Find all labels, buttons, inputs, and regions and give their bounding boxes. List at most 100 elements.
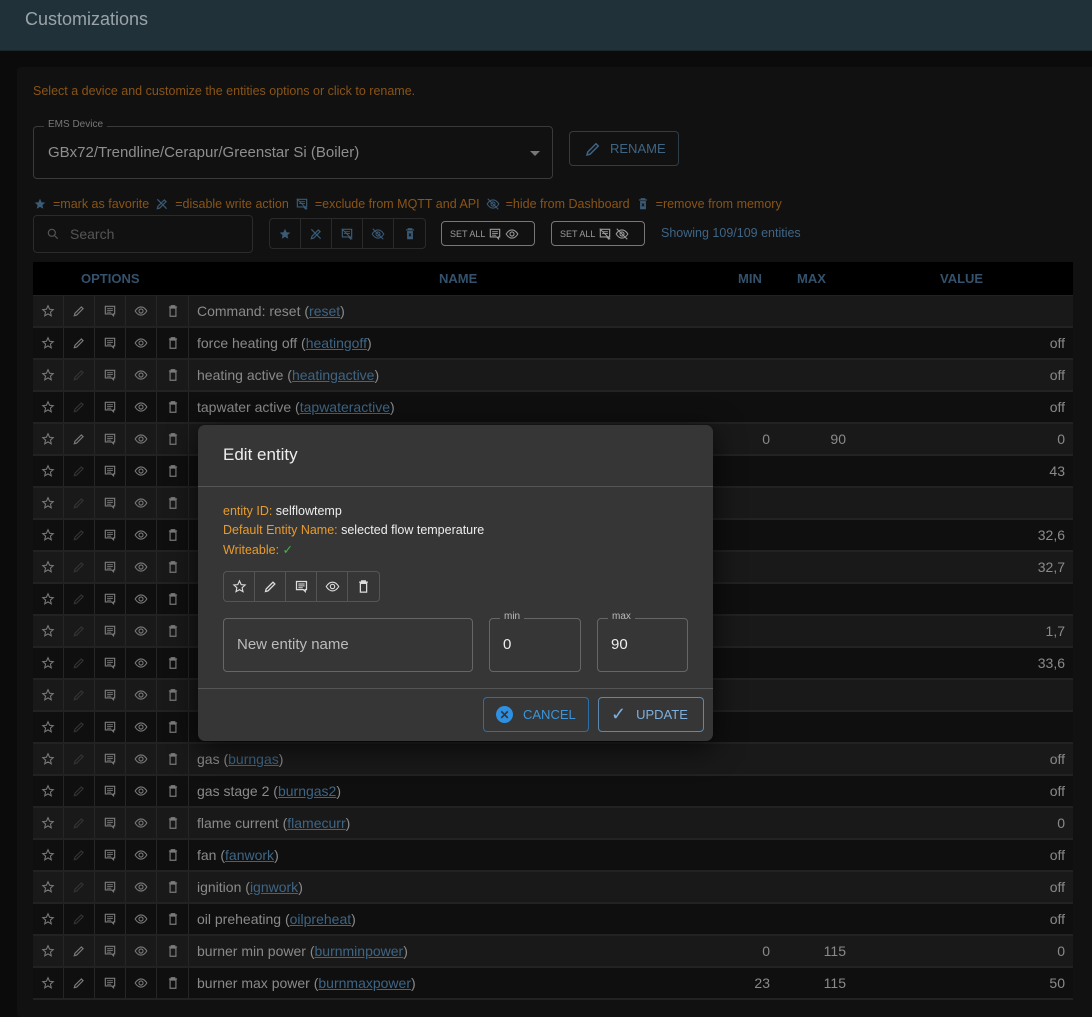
delete-toggle[interactable] <box>157 360 188 390</box>
favorite-toggle[interactable] <box>33 968 64 998</box>
entity-id-link[interactable]: burngas2 <box>277 783 337 799</box>
api-exclude-toggle[interactable] <box>95 360 126 390</box>
favorite-toggle[interactable] <box>33 360 64 390</box>
api-exclude-toggle[interactable] <box>95 808 126 838</box>
table-row[interactable]: ignition (ignwork) off <box>33 872 1073 904</box>
delete-toggle[interactable] <box>157 680 188 710</box>
delete-toggle[interactable] <box>157 744 188 774</box>
delete-toggle[interactable] <box>157 712 188 742</box>
web-exclude-toggle[interactable] <box>126 712 157 742</box>
favorite-toggle[interactable] <box>33 744 64 774</box>
favorite-toggle[interactable] <box>33 904 64 934</box>
delete-toggle[interactable] <box>157 872 188 902</box>
favorite-toggle[interactable] <box>33 392 64 422</box>
favorite-toggle[interactable] <box>33 840 64 870</box>
web-exclude-toggle[interactable] <box>126 616 157 646</box>
api-exclude-toggle[interactable] <box>95 488 126 518</box>
readonly-toggle[interactable] <box>64 488 95 518</box>
favorite-toggle[interactable] <box>33 296 64 326</box>
filter-readonly-toggle[interactable] <box>301 219 332 248</box>
favorite-toggle[interactable] <box>33 488 64 518</box>
readonly-toggle[interactable] <box>64 616 95 646</box>
readonly-toggle[interactable] <box>64 776 95 806</box>
header-max[interactable]: MAX <box>797 271 826 286</box>
web-exclude-toggle[interactable] <box>126 680 157 710</box>
api-exclude-toggle[interactable] <box>95 552 126 582</box>
web-exclude-toggle[interactable] <box>126 744 157 774</box>
readonly-toggle[interactable] <box>64 424 95 454</box>
delete-toggle[interactable] <box>157 424 188 454</box>
max-input[interactable]: max 90 <box>597 611 688 672</box>
api-exclude-toggle[interactable] <box>95 904 126 934</box>
api-exclude-toggle[interactable] <box>95 648 126 678</box>
filter-api-exclude-toggle[interactable] <box>332 219 363 248</box>
table-row[interactable]: force heating off (heatingoff) off <box>33 328 1073 360</box>
api-exclude-toggle[interactable] <box>95 872 126 902</box>
cancel-button[interactable]: ✕ CANCEL <box>483 697 589 732</box>
readonly-toggle[interactable] <box>64 712 95 742</box>
table-row[interactable]: burner max power (burnmaxpower) 23 115 50 <box>33 968 1073 1000</box>
web-exclude-toggle[interactable] <box>126 552 157 582</box>
entity-id-link[interactable]: reset <box>309 303 341 319</box>
table-row[interactable]: Command: reset (reset) <box>33 296 1073 328</box>
web-exclude-toggle[interactable] <box>126 488 157 518</box>
readonly-toggle[interactable] <box>64 392 95 422</box>
table-row[interactable]: heating active (heatingactive) off <box>33 360 1073 392</box>
delete-toggle[interactable] <box>157 648 188 678</box>
web-exclude-toggle[interactable] <box>126 872 157 902</box>
web-exclude-toggle[interactable] <box>126 808 157 838</box>
min-input[interactable]: min 0 <box>489 611 581 672</box>
entity-id-link[interactable]: burngas <box>228 751 279 767</box>
entity-id-link[interactable]: burnmaxpower <box>318 975 411 991</box>
delete-toggle[interactable] <box>157 328 188 358</box>
api-exclude-toggle[interactable] <box>95 776 126 806</box>
entity-id-link[interactable]: heatingoff <box>305 335 367 351</box>
readonly-toggle[interactable] <box>64 840 95 870</box>
favorite-toggle[interactable] <box>33 712 64 742</box>
readonly-toggle[interactable] <box>64 872 95 902</box>
web-exclude-toggle[interactable] <box>126 936 157 966</box>
header-min[interactable]: MIN <box>738 271 762 286</box>
api-exclude-toggle[interactable] <box>95 424 126 454</box>
readonly-toggle[interactable] <box>64 680 95 710</box>
readonly-toggle[interactable] <box>64 648 95 678</box>
web-exclude-toggle[interactable] <box>126 968 157 998</box>
favorite-toggle[interactable] <box>33 616 64 646</box>
entity-id-link[interactable]: flamecurr <box>287 815 346 831</box>
readonly-toggle[interactable] <box>64 456 95 486</box>
entity-id-link[interactable]: fanwork <box>225 847 275 863</box>
web-exclude-toggle[interactable] <box>126 424 157 454</box>
readonly-toggle[interactable] <box>64 584 95 614</box>
readonly-toggle[interactable] <box>64 808 95 838</box>
readonly-toggle[interactable] <box>64 328 95 358</box>
api-exclude-toggle[interactable] <box>95 392 126 422</box>
entity-id-link[interactable]: tapwateractive <box>299 399 391 415</box>
delete-toggle[interactable] <box>157 392 188 422</box>
delete-toggle[interactable] <box>157 904 188 934</box>
api-exclude-toggle[interactable] <box>95 840 126 870</box>
api-exclude-toggle[interactable] <box>95 456 126 486</box>
set-all-hidden-button[interactable]: SET ALL <box>551 221 645 246</box>
favorite-toggle[interactable] <box>33 552 64 582</box>
web-exclude-toggle[interactable] <box>126 392 157 422</box>
header-value[interactable]: VALUE <box>940 271 984 286</box>
entity-id-link[interactable]: ignwork <box>249 879 299 895</box>
table-row[interactable]: gas (burngas) off <box>33 744 1073 776</box>
readonly-toggle[interactable] <box>64 744 95 774</box>
delete-toggle[interactable] <box>157 968 188 998</box>
favorite-toggle[interactable] <box>33 936 64 966</box>
table-row[interactable]: burner min power (burnminpower) 0 115 0 <box>33 936 1073 968</box>
favorite-toggle[interactable] <box>33 648 64 678</box>
new-entity-name-input[interactable]: New entity name <box>223 618 473 672</box>
favorite-toggle[interactable] <box>33 424 64 454</box>
favorite-toggle[interactable] <box>33 520 64 550</box>
delete-toggle[interactable] <box>157 296 188 326</box>
filter-favorite-toggle[interactable] <box>270 219 301 248</box>
filter-deleted-toggle[interactable] <box>394 219 425 248</box>
entity-id-link[interactable]: heatingactive <box>291 367 375 383</box>
delete-toggle[interactable] <box>157 936 188 966</box>
table-row[interactable]: fan (fanwork) off <box>33 840 1073 872</box>
web-exclude-toggle[interactable] <box>317 572 348 601</box>
favorite-toggle[interactable] <box>33 872 64 902</box>
rename-button[interactable]: RENAME <box>569 131 679 166</box>
